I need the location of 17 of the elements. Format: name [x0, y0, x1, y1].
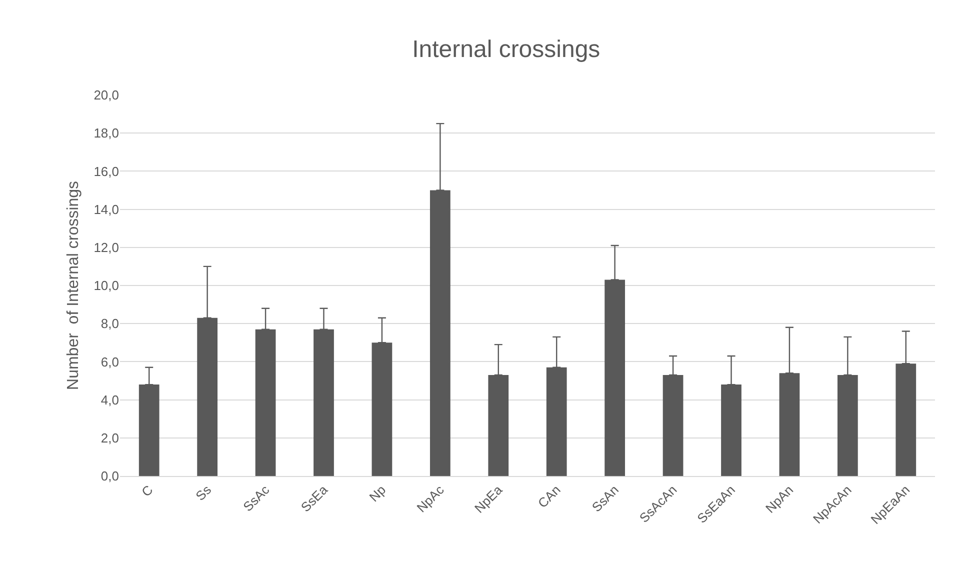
y-tick-label: 6,0 — [100, 354, 119, 370]
y-tick-label: 18,0 — [94, 126, 119, 141]
y-tick-label: 8,0 — [100, 316, 119, 332]
y-axis-title: Number of Internal crossings — [65, 181, 82, 390]
y-tick-label: 4,0 — [100, 392, 119, 408]
y-tick-label: 14,0 — [94, 202, 119, 217]
y-tick-label: 10,0 — [94, 278, 119, 294]
y-tick-label: 20,0 — [94, 88, 119, 103]
x-tick-label: Ss — [192, 482, 214, 504]
chart-title: Internal crossings — [412, 36, 600, 64]
y-tick-label: 0,0 — [100, 468, 119, 484]
x-tick-label: Np — [366, 482, 389, 505]
y-tick-label: 12,0 — [94, 240, 119, 255]
y-tick-label: 2,0 — [100, 430, 119, 446]
x-tick-label: C — [138, 482, 156, 500]
y-tick-label: 16,0 — [94, 164, 119, 179]
x-tick-label: CAn — [534, 482, 564, 511]
